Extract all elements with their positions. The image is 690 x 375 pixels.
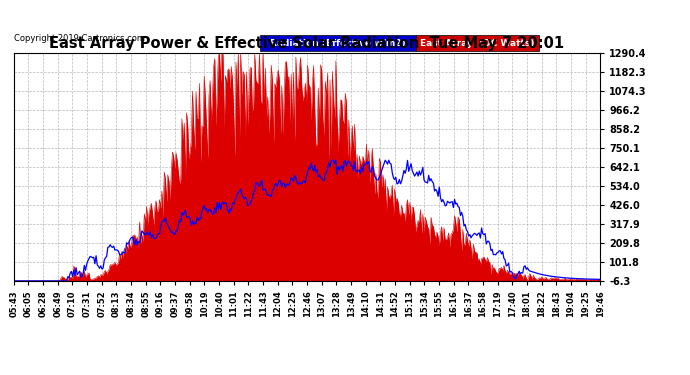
FancyBboxPatch shape — [260, 35, 415, 51]
Title: East Array Power & Effective Solar Radiation  Tue May 7 20:01: East Array Power & Effective Solar Radia… — [50, 36, 564, 51]
Text: East Array  (DC Watts): East Array (DC Watts) — [420, 39, 534, 48]
Text: Radiation (Effective w/m2): Radiation (Effective w/m2) — [270, 39, 406, 48]
FancyBboxPatch shape — [415, 35, 539, 51]
Text: Copyright 2019 Cartronics.com: Copyright 2019 Cartronics.com — [14, 34, 145, 43]
